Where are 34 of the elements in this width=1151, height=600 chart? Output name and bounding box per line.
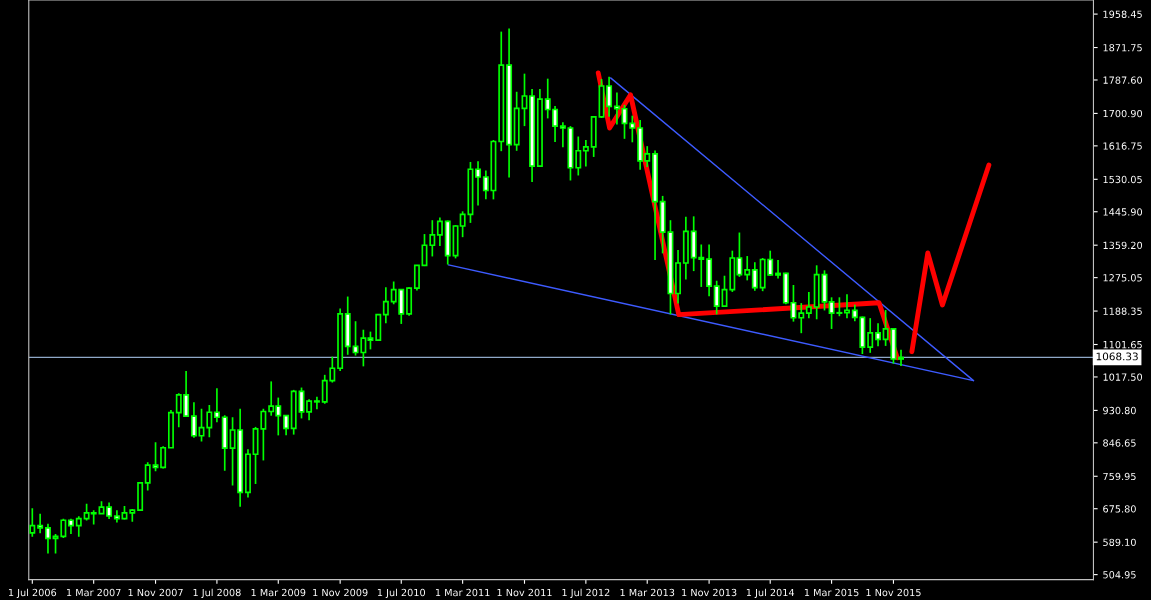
x-tick-label: 1 Nov 2015 (866, 588, 921, 597)
x-tick-label: 1 Jul 2008 (193, 588, 241, 598)
y-tick-label: 1530.05 (1103, 175, 1142, 184)
y-tick-label: 1700.90 (1103, 109, 1143, 118)
y-tick-label: 675.80 (1103, 505, 1136, 513)
x-tick-label: 1 Mar 2009 (251, 588, 306, 597)
x-tick-label: 1 Mar 2013 (620, 588, 675, 597)
x-tick-label: 1 Jul 2012 (562, 588, 610, 598)
y-tick-label: 504.95 (1103, 571, 1136, 579)
y-tick-label: 1445.90 (1103, 208, 1143, 216)
y-tick-label: 1958.45 (1103, 10, 1142, 18)
x-tick-label: 1 Nov 2013 (682, 588, 737, 597)
x-tick-label: 1 Mar 2011 (435, 588, 490, 597)
y-tick-label: 1359.20 (1103, 241, 1143, 250)
ref-line-label: 1068.33 (1096, 352, 1138, 361)
x-tick-label: 1 Jul 2014 (746, 588, 795, 598)
y-tick-label: 759.95 (1103, 472, 1136, 481)
y-tick-label: 930.80 (1103, 406, 1136, 415)
y-tick-label: 1275.05 (1103, 274, 1142, 282)
y-tick-label: 1017.50 (1103, 373, 1143, 381)
y-tick-label: 589.10 (1103, 538, 1136, 546)
y-tick-label: 1616.75 (1103, 142, 1142, 150)
x-tick-label: 1 Jul 2006 (8, 588, 57, 598)
y-tick-label: 1101.65 (1103, 340, 1142, 349)
x-tick-label: 1 Mar 2015 (804, 588, 859, 597)
y-tick-label: 1188.35 (1103, 307, 1142, 315)
x-tick-label: 1 Nov 2007 (128, 588, 183, 597)
y-tick-label: 846.65 (1103, 439, 1136, 447)
x-tick-label: 1 Nov 2011 (497, 588, 552, 597)
y-tick-label: 1787.60 (1103, 76, 1143, 84)
y-tick-label: 1871.75 (1103, 44, 1142, 52)
x-tick-label: 1 Mar 2007 (67, 588, 121, 597)
x-tick-label: 1 Jul 2010 (377, 588, 426, 598)
x-tick-label: 1 Nov 2009 (313, 588, 368, 597)
